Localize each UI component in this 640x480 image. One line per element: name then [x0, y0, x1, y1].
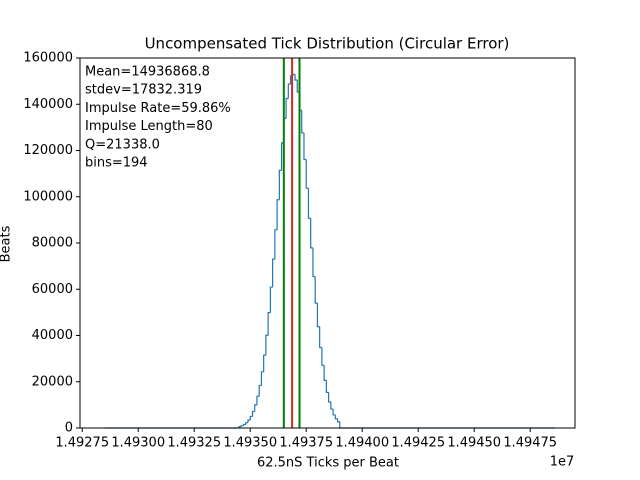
- y-tick-label: 0: [65, 421, 73, 436]
- x-tick-label: 1.49300: [111, 436, 165, 451]
- histogram-bin: [305, 159, 309, 189]
- y-tick-label: 160000: [23, 51, 73, 66]
- histogram-bin: [325, 380, 329, 393]
- histogram-bin: [336, 418, 340, 423]
- histogram-bin: [319, 326, 322, 349]
- histogram-bin: [332, 409, 336, 416]
- histogram-bin: [258, 384, 262, 397]
- histogram-bin: [328, 392, 331, 403]
- histogram-bin: [256, 395, 260, 405]
- annotation: Q=21338.0: [85, 137, 160, 152]
- plot-frame: [79, 57, 576, 429]
- histogram-bin: [249, 415, 253, 421]
- histogram-bin: [240, 425, 244, 427]
- x-tick-label: 1.49475: [503, 436, 557, 451]
- histogram-bin: [254, 404, 257, 412]
- annotation: Mean=14936868.8: [85, 65, 210, 80]
- histogram-bin: [287, 83, 291, 99]
- histogram-bin: [301, 110, 304, 134]
- histogram-bin: [274, 229, 278, 260]
- annotation: bins=194: [85, 156, 148, 171]
- y-tick-label: 20000: [32, 374, 73, 389]
- histogram-bin: [316, 303, 320, 328]
- histogram-bin: [267, 312, 271, 336]
- histogram-bin: [334, 414, 338, 420]
- histogram-bin: [276, 199, 280, 230]
- histogram-bin: [321, 347, 325, 366]
- x-offset-label: 1e7: [550, 455, 575, 470]
- x-tick-label: 1.49325: [167, 436, 221, 451]
- x-tick-label: 1.49375: [279, 436, 333, 451]
- histogram-bin: [278, 169, 282, 200]
- histogram-bin: [310, 218, 313, 249]
- histogram-bin: [272, 258, 275, 288]
- histogram-bin: [265, 334, 269, 356]
- histogram-bin: [260, 371, 264, 386]
- x-tick-label: 1.49400: [335, 436, 389, 451]
- histogram-bin: [307, 188, 311, 219]
- y-tick-label: 80000: [32, 236, 73, 251]
- x-axis-label: 62.5nS Ticks per Beat: [257, 456, 399, 471]
- y-tick-label: 60000: [32, 282, 73, 297]
- histogram-bin: [285, 97, 289, 119]
- x-tick-label: 1.49275: [55, 436, 109, 451]
- annotation: Impulse Length=80: [85, 119, 213, 134]
- histogram-bin: [269, 286, 273, 313]
- chart-title: Uncompensated Tick Distribution (Circula…: [145, 35, 510, 53]
- annotation: Impulse Rate=59.86%: [85, 101, 231, 116]
- histogram-bin: [251, 410, 255, 417]
- histogram-bin: [245, 422, 248, 425]
- y-tick-label: 100000: [23, 189, 73, 204]
- histogram-bin: [314, 276, 318, 304]
- histogram-bin: [330, 401, 334, 410]
- y-axis-label: Beats: [0, 225, 14, 262]
- annotation: stdev=17832.319: [85, 83, 202, 98]
- histogram-bin: [303, 132, 307, 161]
- x-tick-label: 1.49425: [391, 436, 445, 451]
- histogram-bin: [294, 74, 298, 81]
- y-tick-label: 40000: [32, 328, 73, 343]
- histogram-bin: [247, 419, 251, 423]
- y-tick-label: 140000: [23, 97, 73, 112]
- histogram-bin: [263, 354, 266, 372]
- x-tick-label: 1.49350: [223, 436, 277, 451]
- histogram-bin: [312, 247, 316, 278]
- y-tick-label: 120000: [23, 143, 73, 158]
- histogram-bin: [242, 423, 246, 426]
- x-tick-label: 1.49450: [447, 436, 501, 451]
- histogram-bin: [323, 365, 327, 381]
